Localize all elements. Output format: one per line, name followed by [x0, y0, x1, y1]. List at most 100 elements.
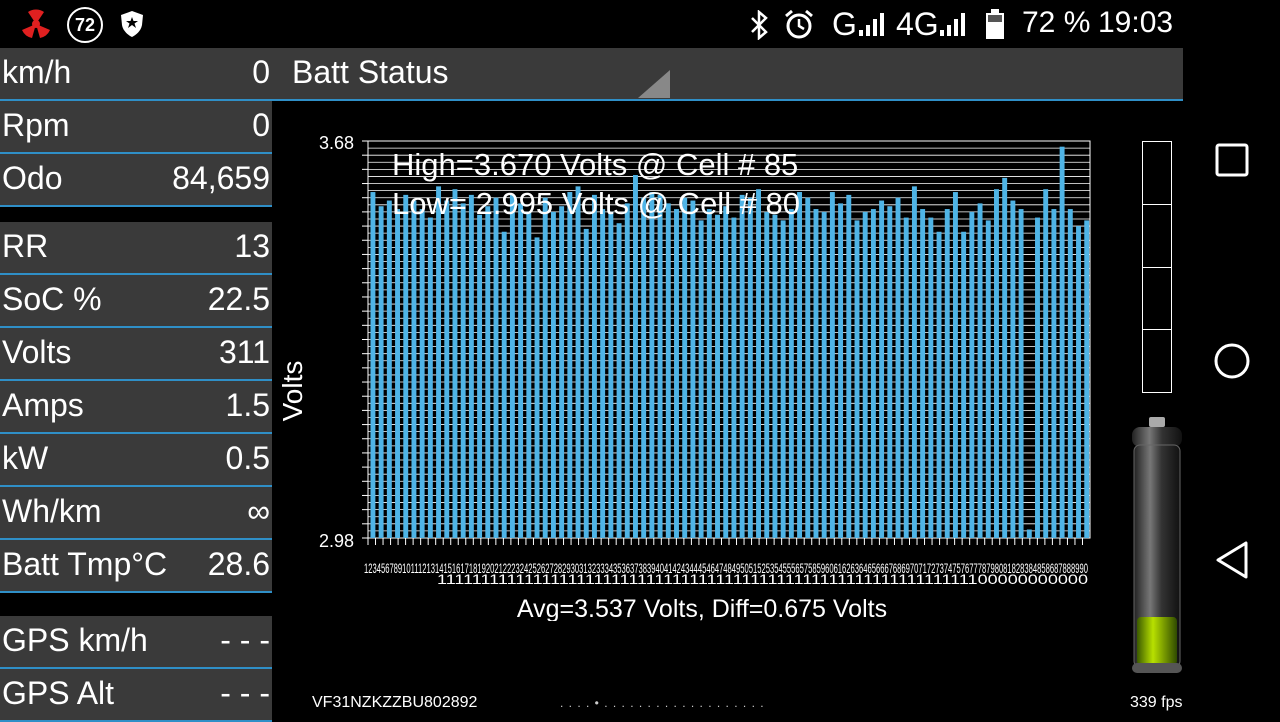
cell-bar	[772, 214, 778, 538]
cell-bar	[419, 209, 425, 539]
cell-bar	[985, 220, 991, 538]
cell-bar	[501, 231, 507, 538]
cell-bar	[468, 194, 474, 538]
screen-selector[interactable]: Batt Status	[272, 48, 1183, 101]
cell-bar	[747, 197, 753, 538]
recent-apps-button[interactable]	[1214, 142, 1250, 178]
y-axis-label: Volts	[277, 361, 308, 422]
cell-bar	[460, 203, 466, 538]
cell-bar	[427, 217, 433, 539]
cell-bar	[559, 206, 565, 538]
cell-bar	[1002, 177, 1008, 538]
cell-bar	[1018, 209, 1024, 539]
readout-row[interactable]: SoC % 22.5	[0, 275, 272, 328]
y-tick-bottom: 2.98	[319, 531, 354, 551]
status-bar: 72 G 4G 72 % 19:03	[0, 0, 1280, 48]
cell-bar	[911, 186, 917, 538]
cell-bar	[920, 209, 926, 539]
cell-bar	[386, 200, 392, 539]
cell-bar	[756, 189, 761, 538]
cell-bar	[961, 231, 967, 538]
cell-bar	[591, 194, 597, 538]
low-annotation: Low= 2.995 Volts @ Cell # 80	[392, 186, 800, 221]
readout-value: - - -	[220, 622, 270, 658]
cell-bar	[706, 209, 712, 539]
cell-bar	[788, 209, 794, 539]
cell-bar	[550, 211, 556, 538]
battery-percent: 72 %	[1022, 6, 1091, 39]
network-type-2: 4G	[896, 6, 939, 42]
cell-bar	[436, 186, 442, 538]
readout-row[interactable]: Wh/km ∞	[0, 487, 272, 540]
readout-row[interactable]: GPS Alt - - -	[0, 669, 272, 722]
cell-bar	[665, 203, 671, 538]
readout-row[interactable]: km/h 0	[0, 48, 272, 101]
readout-label: RR	[2, 228, 49, 264]
readout-value: 22.5	[207, 281, 270, 317]
readout-value: 1.5	[225, 387, 270, 423]
x-labels-row-1: 1234567891011121314151617181920212223242…	[364, 560, 1088, 576]
cell-bar	[649, 192, 655, 538]
readout-label: GPS Alt	[2, 675, 115, 711]
vin-text: VF31NZKZZBU802892	[312, 694, 478, 711]
battery-icon	[986, 9, 1004, 39]
cell-bar	[928, 217, 934, 539]
readout-row[interactable]: Batt Tmp°C 28.6	[0, 540, 272, 593]
cell-bar	[870, 209, 876, 539]
cell-bar	[854, 220, 860, 538]
cell-bar	[534, 237, 540, 538]
chart-svg: Volts 3.68 2.98 High=3.670 Volts @ Cell …	[277, 133, 1091, 623]
cell-bar	[509, 194, 515, 538]
readout-row[interactable]: Volts 311	[0, 328, 272, 381]
cell-bar	[526, 211, 532, 538]
screen-title: Batt Status	[292, 54, 449, 90]
readout-label: Rpm	[2, 107, 70, 143]
bluetooth-icon	[751, 10, 768, 40]
cell-bar	[977, 203, 983, 538]
readout-label: Odo	[2, 160, 63, 196]
cell-bar	[378, 206, 384, 538]
readout-label: GPS km/h	[2, 622, 148, 658]
cell-bar	[887, 206, 893, 538]
clock-time: 19:03	[1098, 6, 1174, 39]
cell-bar	[813, 209, 819, 539]
home-button[interactable]	[1212, 341, 1252, 381]
cell-bar	[542, 197, 548, 538]
cell-bar	[485, 206, 491, 538]
cell-bar	[608, 211, 614, 538]
page-indicator[interactable]: . . . . • . . . . . . . . . . . . . . . …	[560, 696, 765, 710]
readout-value: 28.6	[207, 546, 270, 582]
cell-bar	[682, 197, 688, 538]
back-button[interactable]	[1214, 540, 1250, 580]
cell-bar	[1010, 200, 1016, 539]
notification-count-icon: 72	[67, 7, 103, 43]
readout-row[interactable]: GPS km/h - - -	[0, 616, 272, 669]
radiation-icon	[22, 9, 50, 38]
cell-bar	[969, 211, 975, 538]
cell-bar	[403, 194, 409, 538]
cell-bar	[641, 197, 647, 538]
cell-bar	[600, 209, 606, 539]
cell-bar	[1035, 217, 1040, 539]
cell-bar	[1059, 146, 1065, 538]
readout-row[interactable]: kW 0.5	[0, 434, 272, 487]
cell-bar	[731, 217, 737, 539]
cell-bar	[477, 214, 483, 538]
cell-bar	[879, 200, 885, 539]
readout-label: Amps	[2, 387, 84, 423]
cell-bar	[624, 203, 630, 538]
readout-label: Volts	[2, 334, 72, 370]
cell-bar	[805, 197, 811, 538]
readout-row[interactable]: Odo 84,659	[0, 154, 272, 207]
cell-bar	[567, 192, 573, 538]
cell-bar	[862, 211, 868, 538]
readout-value: 311	[218, 334, 270, 370]
cell-bar	[715, 214, 720, 538]
cell-bar	[370, 192, 376, 538]
cell-bar	[698, 220, 704, 538]
readout-row[interactable]: Rpm 0	[0, 101, 272, 154]
readout-row[interactable]: RR 13	[0, 222, 272, 275]
signal-icon	[859, 13, 884, 36]
segment-gauge	[1142, 141, 1172, 393]
readout-row[interactable]: Amps 1.5	[0, 381, 272, 434]
